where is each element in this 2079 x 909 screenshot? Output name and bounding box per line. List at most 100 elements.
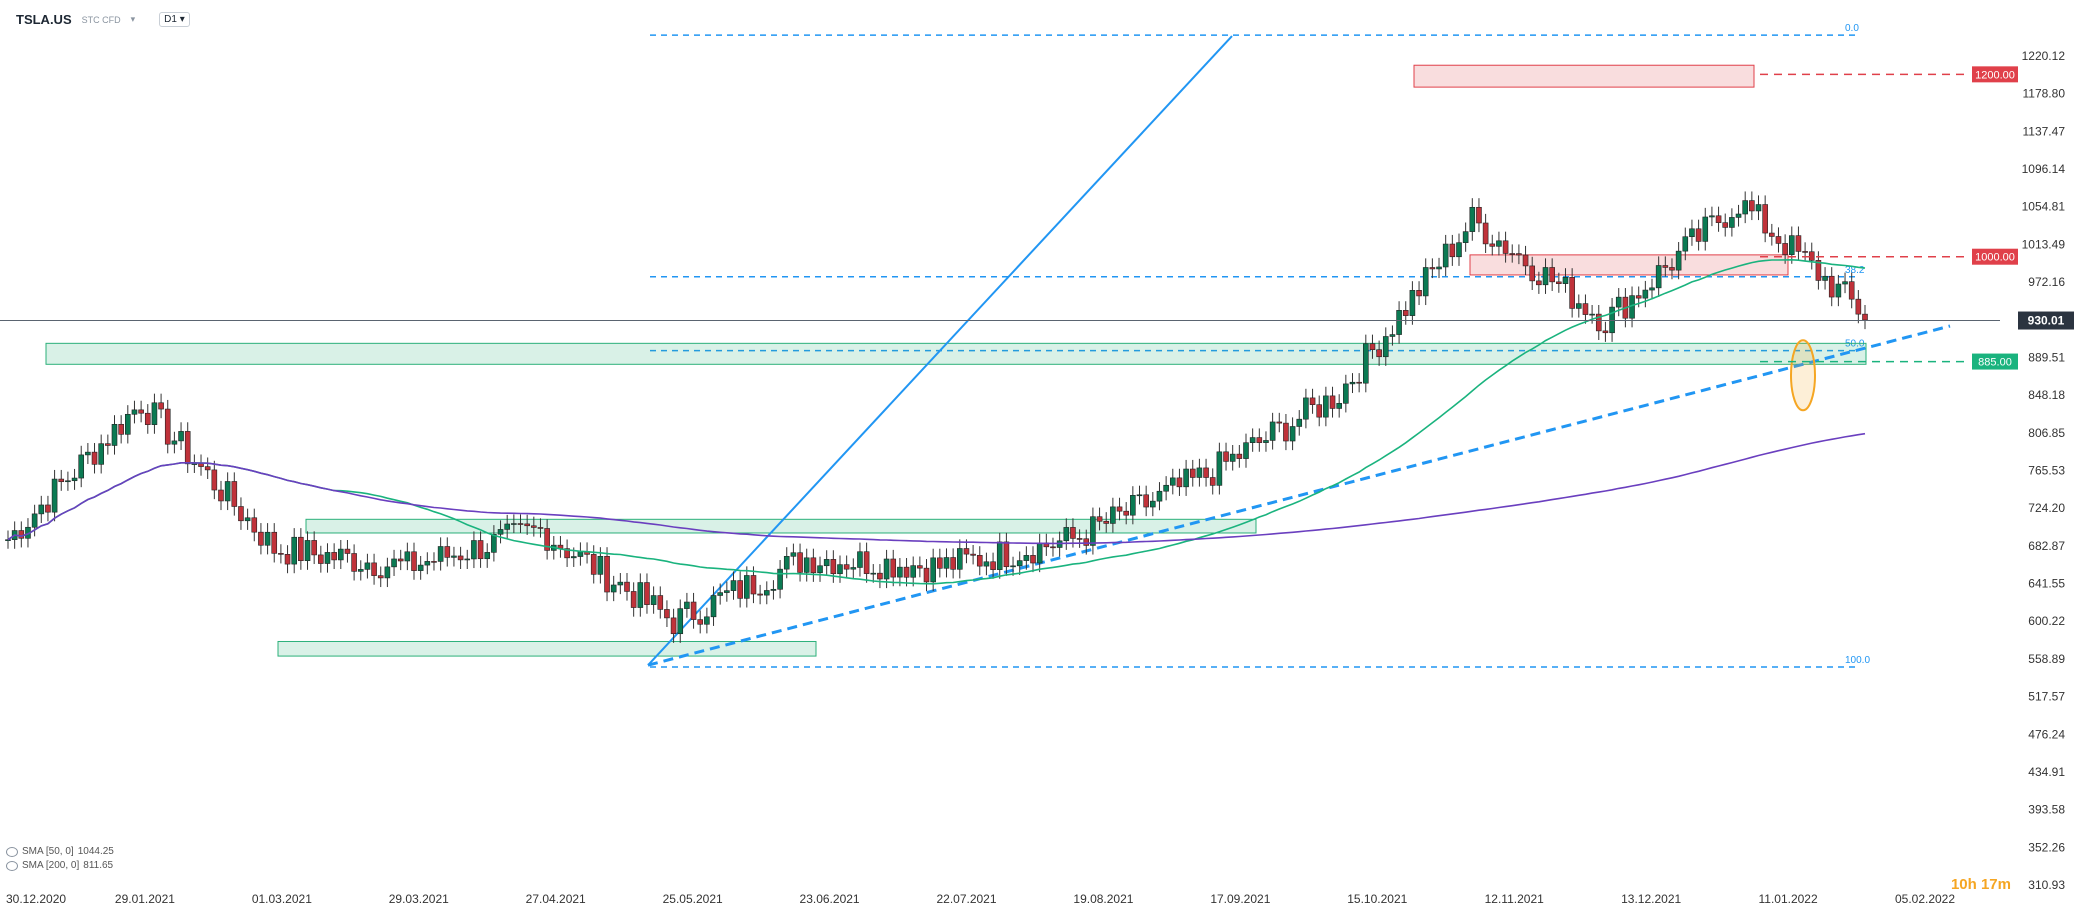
- candle-body: [704, 616, 710, 625]
- timeframe-select[interactable]: D1 ▾: [159, 12, 190, 27]
- candle-body: [770, 588, 777, 591]
- candle-body: [1862, 313, 1868, 321]
- candle-body: [1749, 200, 1755, 212]
- candle-body: [1589, 313, 1595, 316]
- candle-body: [304, 540, 311, 562]
- candle-body: [1103, 520, 1110, 524]
- candle-body: [1063, 527, 1070, 542]
- symbol-label[interactable]: TSLA.US: [16, 12, 72, 27]
- candle-body: [484, 552, 491, 560]
- candle-body: [1110, 506, 1116, 524]
- chart-header: TSLA.US STC CFD ▾ D1 ▾: [16, 12, 190, 27]
- y-tick-label: 724.20: [2028, 501, 2065, 515]
- candle-body: [930, 557, 936, 583]
- candle-body: [1602, 330, 1609, 334]
- candle-body: [1762, 204, 1768, 234]
- candle-body: [1695, 228, 1702, 242]
- candle-body: [783, 556, 790, 570]
- candle-body: [830, 559, 837, 575]
- candle-body: [1529, 265, 1536, 282]
- candle-body: [763, 590, 770, 596]
- candle-body: [391, 558, 397, 568]
- candle-body: [1642, 289, 1649, 299]
- candle-body: [717, 592, 723, 596]
- legend-sma50[interactable]: SMA [50, 0] 1044.25: [6, 845, 114, 859]
- candle-body: [144, 412, 151, 425]
- candle-body: [1336, 403, 1342, 409]
- candle-body: [1456, 242, 1462, 258]
- candle-body: [1116, 506, 1123, 512]
- candle-body: [1203, 467, 1209, 478]
- candle-body: [524, 523, 530, 527]
- candle-body: [1709, 215, 1715, 218]
- candle-body: [1609, 306, 1615, 334]
- y-tick-label: 600.22: [2028, 614, 2065, 628]
- candle-body: [956, 548, 963, 570]
- candle-body: [118, 424, 124, 435]
- candle-body: [138, 409, 144, 414]
- candle-body: [78, 454, 85, 479]
- candle-body: [983, 561, 990, 567]
- y-tick-label: 310.93: [2028, 878, 2065, 892]
- candle-body: [1549, 267, 1555, 283]
- candle-body: [1263, 440, 1269, 443]
- price-level-label: 1200.00: [1975, 69, 2015, 81]
- candle-body: [397, 558, 404, 562]
- y-tick-label: 806.85: [2028, 426, 2065, 440]
- candle-body: [1842, 281, 1848, 285]
- candle-body: [91, 451, 98, 465]
- last-price-tag: [2018, 311, 2074, 330]
- candle-body: [1522, 254, 1529, 267]
- chevron-down-icon[interactable]: ▾: [130, 14, 136, 24]
- candle-body: [917, 565, 923, 569]
- candle-body: [1376, 349, 1382, 358]
- candle-body: [1096, 516, 1103, 522]
- instrument-type: STC CFD: [81, 14, 121, 25]
- eye-icon[interactable]: [6, 861, 18, 871]
- candle-body: [377, 575, 384, 579]
- candle-body: [511, 523, 517, 525]
- candle-body: [1070, 527, 1076, 539]
- candle-body: [1323, 395, 1329, 418]
- candle-body: [311, 540, 317, 556]
- candle-body: [424, 561, 431, 566]
- resistance-zone: [1413, 64, 1755, 88]
- candle-body: [244, 517, 251, 522]
- candle-body: [125, 413, 131, 435]
- trend-line: [647, 35, 1233, 666]
- candle-body: [1303, 397, 1309, 420]
- candle-body: [204, 466, 211, 471]
- candle-body: [45, 504, 51, 513]
- candle-body: [610, 584, 617, 593]
- price-level-label: 1000.00: [1975, 252, 2015, 264]
- candle-body: [1216, 451, 1223, 486]
- candle-body: [710, 595, 717, 618]
- candle-body: [38, 504, 45, 515]
- candle-body: [504, 523, 510, 530]
- price-level-label: 885.00: [1978, 357, 2012, 369]
- y-tick-label: 517.57: [2028, 690, 2065, 704]
- candle-body: [1835, 283, 1842, 298]
- support-zone: [305, 518, 1257, 534]
- candle-body: [1183, 468, 1189, 488]
- legend-sma200[interactable]: SMA [200, 0] 811.65: [6, 859, 114, 873]
- candle-body: [897, 566, 903, 578]
- candle-body: [318, 554, 324, 564]
- candle-body: [1848, 281, 1855, 300]
- candle-body: [850, 567, 857, 570]
- candle-body: [737, 580, 743, 599]
- eye-icon[interactable]: [6, 847, 18, 857]
- y-tick-label: 1178.80: [2023, 87, 2066, 101]
- candle-body: [923, 567, 930, 583]
- candle-body: [730, 580, 737, 591]
- price-level-tag: [1972, 66, 2018, 83]
- candle-body: [823, 559, 830, 567]
- candle-body: [1562, 277, 1569, 284]
- candle-body: [1735, 213, 1742, 218]
- candle-body: [950, 557, 956, 570]
- candle-body: [1382, 336, 1389, 358]
- candle-body: [1655, 265, 1662, 289]
- candle-body: [597, 555, 604, 575]
- candle-body: [817, 565, 823, 574]
